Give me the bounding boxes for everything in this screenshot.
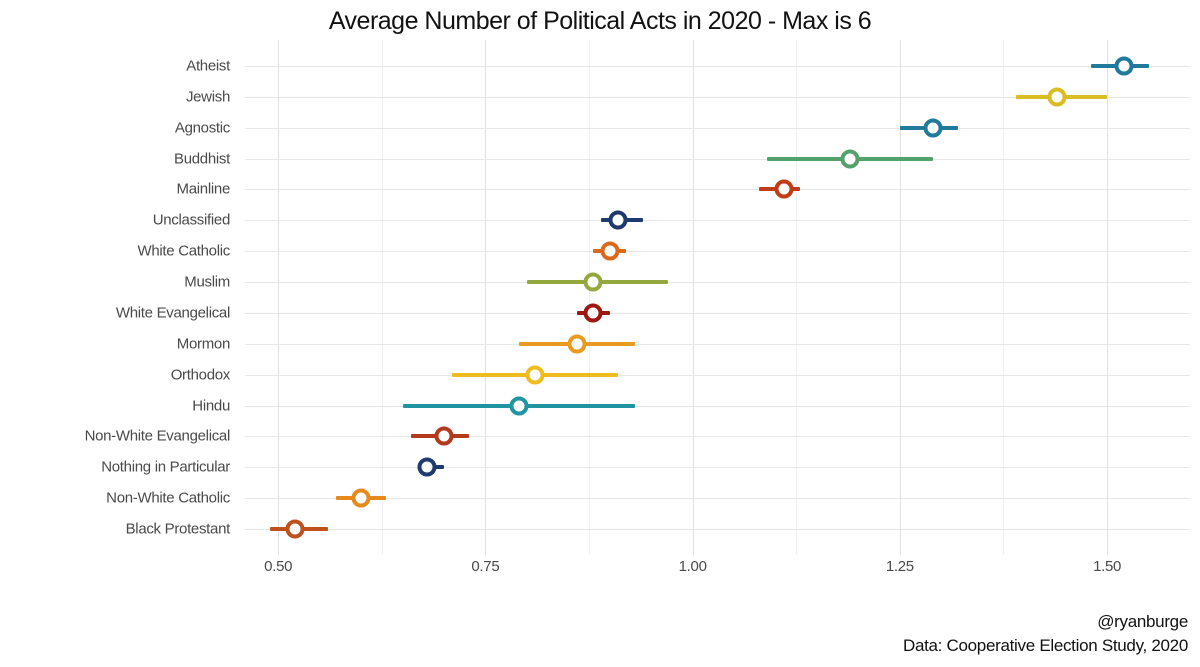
- y-axis-label: Non-White Catholic: [106, 489, 230, 507]
- category-gridline: [245, 467, 1190, 469]
- y-axis-label: Mormon: [176, 335, 231, 353]
- y-axis-label: Black Protestant: [125, 520, 231, 538]
- major-gridline: [692, 40, 694, 555]
- minor-gridline: [1003, 40, 1005, 555]
- y-axis-label: Atheist: [186, 57, 230, 75]
- point-marker: [600, 241, 620, 261]
- point-marker: [285, 519, 305, 539]
- point-marker: [583, 303, 603, 323]
- category-gridline: [245, 158, 1190, 160]
- point-marker: [417, 457, 437, 477]
- major-gridline: [485, 40, 487, 555]
- point-marker: [583, 272, 603, 292]
- x-axis-label: 0.75: [471, 558, 500, 575]
- major-gridline: [899, 40, 901, 555]
- category-gridline: [245, 498, 1190, 500]
- category-gridline: [245, 405, 1190, 407]
- category-gridline: [245, 374, 1190, 376]
- y-axis-label: White Evangelical: [115, 304, 230, 322]
- y-axis-label: Nothing in Particular: [101, 458, 230, 476]
- category-gridline: [245, 436, 1190, 438]
- major-gridline: [1107, 40, 1109, 555]
- y-axis-label: Unclassified: [152, 211, 231, 229]
- chart-title: Average Number of Political Acts in 2020…: [328, 7, 872, 35]
- minor-gridline: [796, 40, 798, 555]
- y-axis-label: Hindu: [192, 397, 230, 415]
- category-gridline: [245, 189, 1190, 191]
- y-axis-label: Muslim: [184, 273, 230, 291]
- point-marker: [840, 149, 860, 169]
- caption-source: Data: Cooperative Election Study, 2020: [902, 636, 1188, 656]
- minor-gridline: [381, 40, 383, 555]
- plot-panel: [245, 40, 1190, 555]
- y-axis-label: Jewish: [185, 88, 230, 106]
- point-marker: [923, 118, 943, 138]
- point-marker: [525, 365, 545, 385]
- caption-handle: @ryanburge: [1097, 611, 1188, 631]
- y-axis: Atheist Jewish Agnostic Buddhist Mainline Unc…: [0, 40, 231, 555]
- category-gridline: [245, 282, 1190, 284]
- category-gridline: [245, 96, 1190, 98]
- point-marker: [509, 396, 529, 416]
- category-gridline: [245, 127, 1190, 129]
- category-gridline: [245, 66, 1190, 67]
- category-gridline: [245, 251, 1190, 253]
- y-axis-label: Orthodox: [170, 366, 231, 384]
- point-marker: [1114, 56, 1134, 76]
- y-axis-label: Mainline: [176, 180, 231, 198]
- x-axis-label: 0.50: [264, 558, 293, 575]
- category-gridline: [245, 312, 1190, 314]
- category-gridline: [245, 220, 1190, 222]
- point-marker: [774, 179, 794, 199]
- major-gridline: [278, 40, 280, 555]
- x-axis-label: 1.50: [1093, 558, 1122, 575]
- y-axis-label: Non-White Evangelical: [84, 427, 231, 445]
- point-marker: [608, 210, 628, 230]
- y-axis-label: Agnostic: [174, 119, 230, 137]
- point-marker: [434, 426, 454, 446]
- x-axis-label: 1.00: [678, 558, 707, 575]
- y-axis-label: White Catholic: [137, 242, 230, 260]
- point-marker: [351, 488, 371, 508]
- category-gridline: [245, 529, 1190, 530]
- point-marker: [567, 334, 587, 354]
- y-axis-label: Buddhist: [174, 150, 230, 168]
- x-axis: 0.50 0.75 1.00 1.25 1.50: [245, 558, 1190, 578]
- minor-gridline: [589, 40, 590, 555]
- caption: @ryanburge Data: Cooperative Election St…: [903, 610, 1188, 659]
- category-gridline: [245, 343, 1190, 345]
- point-marker: [1047, 87, 1067, 107]
- x-axis-label: 1.25: [885, 558, 914, 575]
